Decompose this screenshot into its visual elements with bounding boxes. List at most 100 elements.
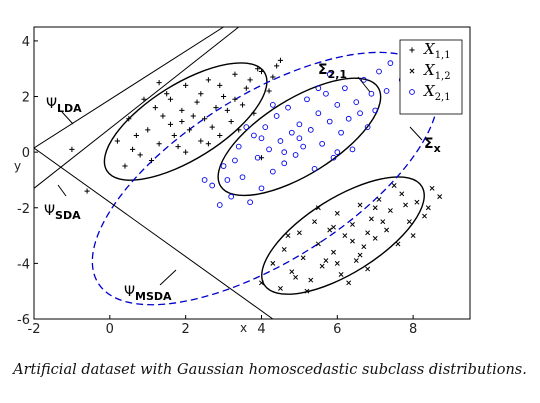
data-point xyxy=(331,224,336,230)
axis-ticks: -2 0 2 4 6 8 -6 -4 -2 0 2 4 xyxy=(17,35,417,337)
data-point xyxy=(122,163,128,169)
svg-text:Σx: Σx xyxy=(424,136,441,155)
data-point xyxy=(285,104,291,111)
data-point xyxy=(319,140,325,147)
data-point xyxy=(281,149,288,155)
data-point xyxy=(300,255,306,261)
sigma-21-sub: 2,1 xyxy=(328,68,348,81)
data-point xyxy=(403,202,409,208)
data-point xyxy=(365,230,371,236)
points-layer xyxy=(69,57,443,294)
data-point xyxy=(209,182,216,189)
data-point xyxy=(243,124,250,130)
data-point xyxy=(236,127,242,133)
data-point xyxy=(167,121,174,127)
data-point xyxy=(217,132,223,139)
data-point xyxy=(270,74,276,80)
data-point xyxy=(323,258,329,264)
data-point xyxy=(364,124,371,130)
data-point xyxy=(422,213,427,219)
data-point xyxy=(270,168,276,175)
data-point xyxy=(129,146,136,152)
data-point xyxy=(186,127,193,133)
data-point xyxy=(338,272,344,277)
annotation-sigma-21: Σ2,1 xyxy=(318,62,371,93)
data-point xyxy=(270,102,276,108)
data-point xyxy=(167,96,174,102)
data-point xyxy=(330,154,337,161)
data-point xyxy=(160,113,166,119)
figure-caption: Artificial dataset with Gaussian homosce… xyxy=(13,362,527,378)
projection-lines-layer xyxy=(34,27,274,319)
data-point xyxy=(387,208,393,213)
x-tick-label: 2 xyxy=(182,322,190,337)
data-point xyxy=(300,143,307,150)
data-point xyxy=(288,129,295,136)
data-point xyxy=(315,85,322,92)
psi-sda-sub: SDA xyxy=(55,209,81,222)
data-point xyxy=(228,193,234,200)
data-point xyxy=(410,233,416,239)
plot-frame xyxy=(33,26,471,320)
data-point xyxy=(205,141,211,147)
data-point xyxy=(247,77,253,83)
data-point xyxy=(259,280,264,286)
legend-label: X1,2 xyxy=(423,61,451,82)
data-point xyxy=(152,105,158,111)
data-point xyxy=(175,143,181,150)
data-point xyxy=(391,183,397,188)
data-point xyxy=(217,82,223,88)
x-axis-label: x xyxy=(240,321,247,335)
data-point xyxy=(308,277,314,283)
ellipse-x-1-1 xyxy=(103,62,268,181)
legend-box xyxy=(399,39,463,115)
data-point xyxy=(357,110,363,117)
data-point xyxy=(331,249,336,255)
data-point xyxy=(311,165,318,172)
data-point xyxy=(338,129,344,136)
legend-label: X2,1 xyxy=(423,82,451,103)
data-point xyxy=(239,174,246,181)
psi-msda-sub: MSDA xyxy=(135,290,172,303)
data-point xyxy=(262,124,269,130)
data-point xyxy=(368,216,374,222)
data-point xyxy=(258,68,265,75)
line-lda xyxy=(34,27,224,149)
data-point xyxy=(293,274,299,280)
data-point xyxy=(372,107,379,114)
data-point xyxy=(326,71,333,78)
data-point xyxy=(198,91,204,97)
data-point xyxy=(414,199,420,205)
series-x xyxy=(259,183,443,294)
ellipse-x-2-1 xyxy=(217,77,382,197)
data-point xyxy=(179,107,185,114)
psi-msda-symbol: Ψ xyxy=(124,284,135,300)
data-point xyxy=(384,227,390,233)
psi-lda-sub: LDA xyxy=(57,102,82,115)
psi-lda-arrow xyxy=(61,111,74,125)
data-point xyxy=(277,57,284,63)
data-point xyxy=(213,105,219,111)
data-point xyxy=(277,285,283,291)
data-point xyxy=(114,138,121,144)
data-point xyxy=(327,227,333,233)
data-point xyxy=(342,233,348,239)
data-point xyxy=(224,177,231,183)
legend-marker-circle xyxy=(409,89,415,95)
data-point xyxy=(360,76,367,83)
sigma-21-arrow xyxy=(357,76,371,93)
legend-marker-x xyxy=(409,68,415,74)
y-tick-label: 4 xyxy=(22,35,30,50)
data-point xyxy=(357,252,363,258)
data-point xyxy=(171,132,177,139)
data-point xyxy=(156,141,162,147)
x-tick-label: 6 xyxy=(333,322,341,337)
data-point xyxy=(334,210,340,216)
data-point xyxy=(365,266,371,272)
data-point xyxy=(232,71,238,77)
data-point xyxy=(372,235,378,241)
y-tick-label: -2 xyxy=(17,202,30,217)
data-point xyxy=(201,177,208,183)
psi-sda-symbol: Ψ xyxy=(44,203,55,219)
data-point xyxy=(179,118,185,125)
